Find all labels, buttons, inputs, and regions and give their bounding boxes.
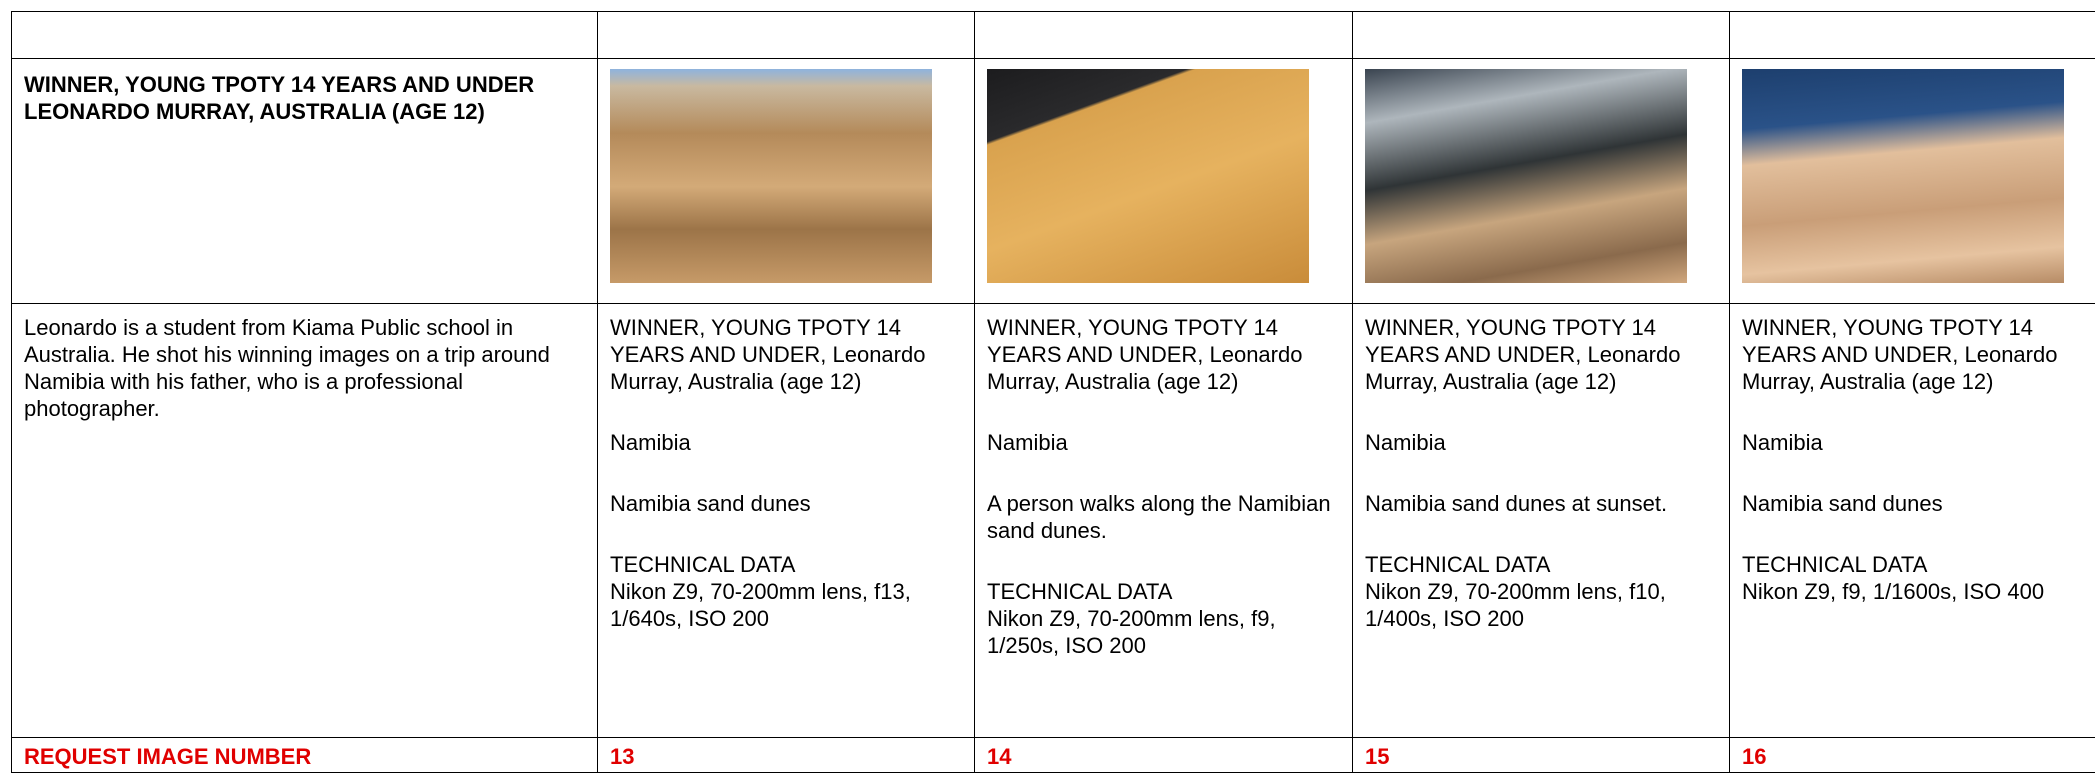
image-number: 16	[1730, 738, 2095, 773]
photo-title: WINNER, YOUNG TPOTY 14 YEARS AND UNDER, …	[987, 314, 1342, 395]
photo	[1365, 69, 1687, 283]
photo-location: Namibia	[987, 429, 1342, 456]
tech-heading: TECHNICAL DATA	[1365, 551, 1719, 578]
photo	[610, 69, 932, 283]
image-number: 14	[975, 738, 1353, 773]
description: Leonardo is a student from Kiama Public …	[12, 304, 598, 738]
results-table: WINNER, YOUNG TPOTY 14 YEARS AND UNDER L…	[11, 11, 2095, 773]
photo-caption: Namibia sand dunes at sunset.	[1365, 490, 1719, 517]
tech-data: Nikon Z9, 70-200mm lens, f13, 1/640s, IS…	[610, 578, 964, 632]
caption-row: Leonardo is a student from Kiama Public …	[12, 304, 2095, 738]
image-cell	[1730, 59, 2095, 304]
empty-row	[12, 12, 2095, 59]
image-row: WINNER, YOUNG TPOTY 14 YEARS AND UNDER L…	[12, 59, 2095, 304]
photo	[1742, 69, 2064, 283]
request-label: REQUEST IMAGE NUMBER	[12, 738, 598, 773]
image-number: 15	[1353, 738, 1730, 773]
caption-cell: WINNER, YOUNG TPOTY 14 YEARS AND UNDER, …	[1353, 304, 1730, 738]
photo-location: Namibia	[1365, 429, 1719, 456]
photo-title: WINNER, YOUNG TPOTY 14 YEARS AND UNDER, …	[1365, 314, 1719, 395]
page: WINNER, YOUNG TPOTY 14 YEARS AND UNDER L…	[0, 0, 2095, 784]
caption-cell: WINNER, YOUNG TPOTY 14 YEARS AND UNDER, …	[975, 304, 1353, 738]
image-number: 13	[598, 738, 975, 773]
tech-heading: TECHNICAL DATA	[987, 578, 1342, 605]
photo-title: WINNER, YOUNG TPOTY 14 YEARS AND UNDER, …	[1742, 314, 2085, 395]
caption-cell: WINNER, YOUNG TPOTY 14 YEARS AND UNDER, …	[1730, 304, 2095, 738]
image-cell	[1353, 59, 1730, 304]
caption-cell: WINNER, YOUNG TPOTY 14 YEARS AND UNDER, …	[598, 304, 975, 738]
photo-title: WINNER, YOUNG TPOTY 14 YEARS AND UNDER, …	[610, 314, 964, 395]
photo-location: Namibia	[610, 429, 964, 456]
tech-data: Nikon Z9, 70-200mm lens, f10, 1/400s, IS…	[1365, 578, 1719, 632]
photo-caption: A person walks along the Namibian sand d…	[987, 490, 1342, 544]
photo	[987, 69, 1309, 283]
image-cell	[975, 59, 1353, 304]
tech-data: Nikon Z9, 70-200mm lens, f9, 1/250s, ISO…	[987, 605, 1342, 659]
image-cell	[598, 59, 975, 304]
tech-data: Nikon Z9, f9, 1/1600s, ISO 400	[1742, 578, 2085, 605]
photo-location: Namibia	[1742, 429, 2085, 456]
heading: WINNER, YOUNG TPOTY 14 YEARS AND UNDER L…	[12, 59, 598, 304]
tech-heading: TECHNICAL DATA	[1742, 551, 2085, 578]
photo-caption: Namibia sand dunes	[610, 490, 964, 517]
photo-caption: Namibia sand dunes	[1742, 490, 2085, 517]
tech-heading: TECHNICAL DATA	[610, 551, 964, 578]
